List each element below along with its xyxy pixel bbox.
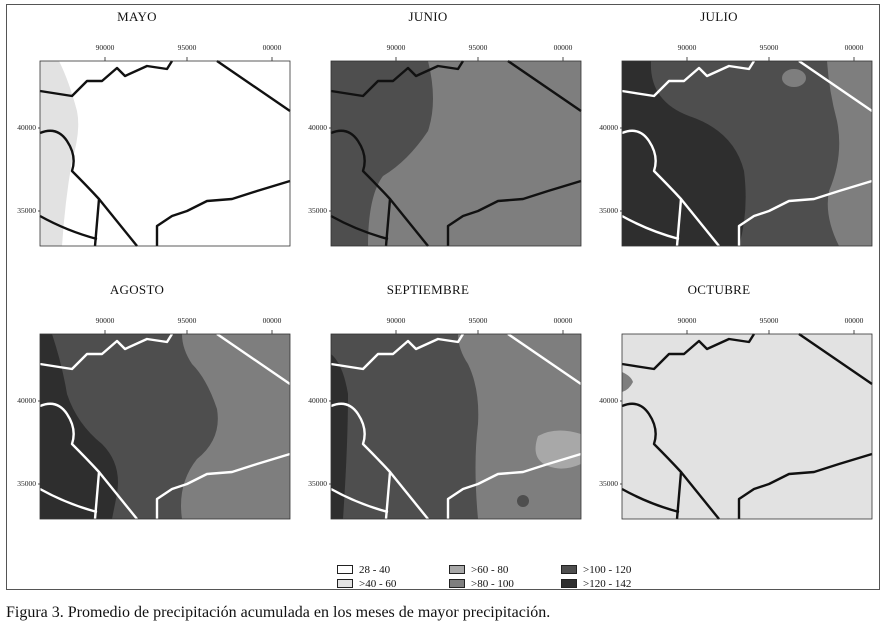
- legend: 28 - 40 >40 - 60 >60 - 80 >80 - 100 >100…: [337, 564, 677, 594]
- map-septiembre: 90000 95000 00000 40000 35000: [308, 316, 582, 520]
- x-tick-label: 95000: [760, 316, 779, 325]
- x-tick-label: 00000: [554, 316, 573, 325]
- precipitation-zones: [40, 61, 290, 246]
- zone-80-100-spot: [622, 372, 633, 392]
- zone-60-80: [535, 430, 581, 469]
- map-junio: 90000 95000 00000 40000 35000: [308, 43, 582, 247]
- legend-item: >80 - 100: [449, 578, 514, 590]
- legend-item: >100 - 120: [561, 564, 631, 576]
- y-tick-label: 40000: [17, 396, 36, 405]
- legend-swatch: [337, 565, 353, 574]
- x-tick-label: 00000: [845, 43, 864, 52]
- boundary-lines: [621, 60, 873, 247]
- precipitation-zones: [622, 334, 872, 519]
- map-julio: 90000 95000 00000 40000 35000: [599, 43, 873, 247]
- legend-label: >120 - 142: [583, 578, 632, 590]
- x-tick-label: 00000: [263, 43, 282, 52]
- zone-40-60: [40, 61, 79, 246]
- zone-80-100: [458, 334, 581, 519]
- x-tick-label: 95000: [178, 316, 197, 325]
- figure-frame: MAYO 90000 95000 00000 40000 35000: [6, 4, 880, 590]
- x-tick-label: 95000: [469, 316, 488, 325]
- y-tick-label: 35000: [308, 479, 327, 488]
- y-tick-label: 40000: [308, 123, 327, 132]
- legend-item: >120 - 142: [561, 578, 631, 590]
- x-tick-label: 00000: [263, 316, 282, 325]
- zone-80-100: [827, 61, 872, 246]
- x-tick-label: 00000: [845, 316, 864, 325]
- y-tick-label: 40000: [599, 123, 618, 132]
- legend-swatch: [561, 579, 577, 588]
- y-tick-label: 40000: [599, 396, 618, 405]
- boundary-lines: [330, 60, 582, 247]
- figure-caption: Figura 3. Promedio de precipitación acum…: [6, 604, 551, 621]
- legend-item: >40 - 60: [337, 578, 396, 590]
- precipitation-zones: [622, 61, 872, 246]
- map-panel-octubre: OCTUBRE 90000 95000 00000 40000 35000: [589, 282, 879, 537]
- x-tick-label: 90000: [387, 316, 406, 325]
- zone-40-60: [622, 334, 872, 519]
- panel-title-julio: JULIO: [700, 9, 738, 24]
- legend-item: 28 - 40: [337, 564, 390, 576]
- map-panel-junio: JUNIO 90000 95000 00000 40000 35000: [298, 9, 588, 264]
- zone-80-100-spot: [782, 69, 806, 87]
- legend-label: 28 - 40: [359, 564, 391, 576]
- boundary-lines: [39, 333, 291, 520]
- panel-title-octubre: OCTUBRE: [687, 282, 751, 297]
- legend-swatch: [449, 565, 465, 574]
- panel-title-junio: JUNIO: [408, 9, 448, 24]
- legend-swatch: [449, 579, 465, 588]
- x-tick-label: 95000: [760, 43, 779, 52]
- precipitation-zones: [40, 334, 290, 519]
- x-tick-label: 90000: [96, 43, 115, 52]
- y-tick-label: 40000: [308, 396, 327, 405]
- zone-28-40: [40, 61, 290, 246]
- map-agosto: 90000 95000 00000 40000 35000: [17, 316, 291, 520]
- y-tick-label: 35000: [599, 479, 618, 488]
- legend-label: >100 - 120: [583, 564, 632, 576]
- zone-120-142: [622, 61, 746, 246]
- boundary-lines: [330, 333, 582, 520]
- zone-100-120: [331, 61, 433, 246]
- panel-title-mayo: MAYO: [117, 9, 157, 24]
- legend-label: >60 - 80: [471, 564, 509, 576]
- legend-swatch: [337, 579, 353, 588]
- x-tick-label: 00000: [554, 43, 573, 52]
- map-panel-mayo: MAYO 90000 95000 00000 40000 35000: [7, 9, 297, 264]
- map-panel-julio: JULIO 90000 95000 00000 40000 35000: [589, 9, 879, 264]
- panel-title-septiembre: SEPTIEMBRE: [386, 282, 470, 297]
- map-mayo: 90000 95000 00000 40000 35000: [17, 43, 291, 247]
- legend-label: >80 - 100: [471, 578, 514, 590]
- map-panel-septiembre: SEPTIEMBRE 90000 95000 00000 40000 35000: [298, 282, 588, 537]
- x-tick-label: 90000: [678, 43, 697, 52]
- zone-120-142: [331, 354, 348, 519]
- precipitation-zones: [331, 334, 581, 519]
- legend-item: >60 - 80: [449, 564, 508, 576]
- x-tick-label: 90000: [96, 316, 115, 325]
- map-octubre: 90000 95000 00000 40000 35000: [599, 316, 873, 520]
- x-tick-label: 95000: [469, 43, 488, 52]
- precipitation-zones: [331, 61, 581, 246]
- legend-swatch: [561, 565, 577, 574]
- boundary-lines: [39, 60, 291, 247]
- panel-title-agosto: AGOSTO: [109, 282, 165, 297]
- y-tick-label: 35000: [17, 206, 36, 215]
- legend-label: >40 - 60: [359, 578, 397, 590]
- x-tick-label: 90000: [678, 316, 697, 325]
- zone-100-120-spot: [517, 495, 529, 507]
- boundary-lines: [621, 333, 873, 520]
- y-tick-label: 35000: [17, 479, 36, 488]
- x-tick-label: 90000: [387, 43, 406, 52]
- x-tick-label: 95000: [178, 43, 197, 52]
- map-panel-agosto: AGOSTO 90000 95000 00000 40000 35000: [7, 282, 297, 537]
- y-tick-label: 35000: [308, 206, 327, 215]
- y-tick-label: 35000: [599, 206, 618, 215]
- y-tick-label: 40000: [17, 123, 36, 132]
